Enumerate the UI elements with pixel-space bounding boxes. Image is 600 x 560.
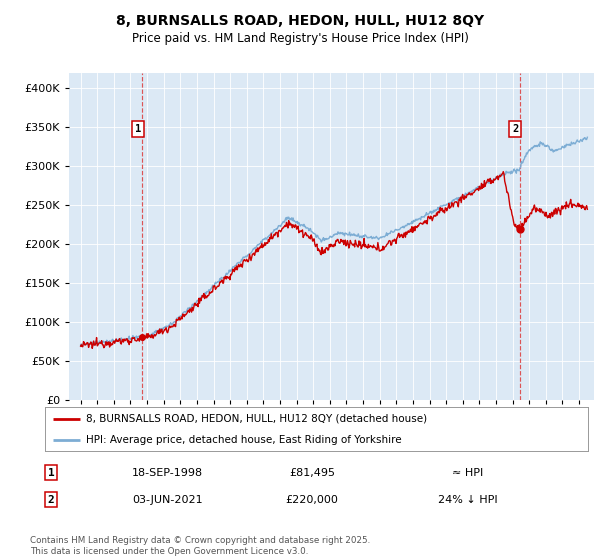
Text: 2: 2 [512,124,518,134]
Text: 8, BURNSALLS ROAD, HEDON, HULL, HU12 8QY (detached house): 8, BURNSALLS ROAD, HEDON, HULL, HU12 8QY… [86,414,427,424]
Text: 1: 1 [135,124,142,134]
Text: 1: 1 [47,468,55,478]
Text: £220,000: £220,000 [286,494,338,505]
Text: HPI: Average price, detached house, East Riding of Yorkshire: HPI: Average price, detached house, East… [86,435,401,445]
Text: £81,495: £81,495 [289,468,335,478]
Text: Contains HM Land Registry data © Crown copyright and database right 2025.
This d: Contains HM Land Registry data © Crown c… [30,536,370,556]
Text: 24% ↓ HPI: 24% ↓ HPI [438,494,498,505]
Text: 2: 2 [47,494,55,505]
Text: 8, BURNSALLS ROAD, HEDON, HULL, HU12 8QY: 8, BURNSALLS ROAD, HEDON, HULL, HU12 8QY [116,14,484,28]
Text: 03-JUN-2021: 03-JUN-2021 [132,494,203,505]
Text: 18-SEP-1998: 18-SEP-1998 [132,468,203,478]
Text: ≈ HPI: ≈ HPI [452,468,484,478]
Text: Price paid vs. HM Land Registry's House Price Index (HPI): Price paid vs. HM Land Registry's House … [131,32,469,45]
